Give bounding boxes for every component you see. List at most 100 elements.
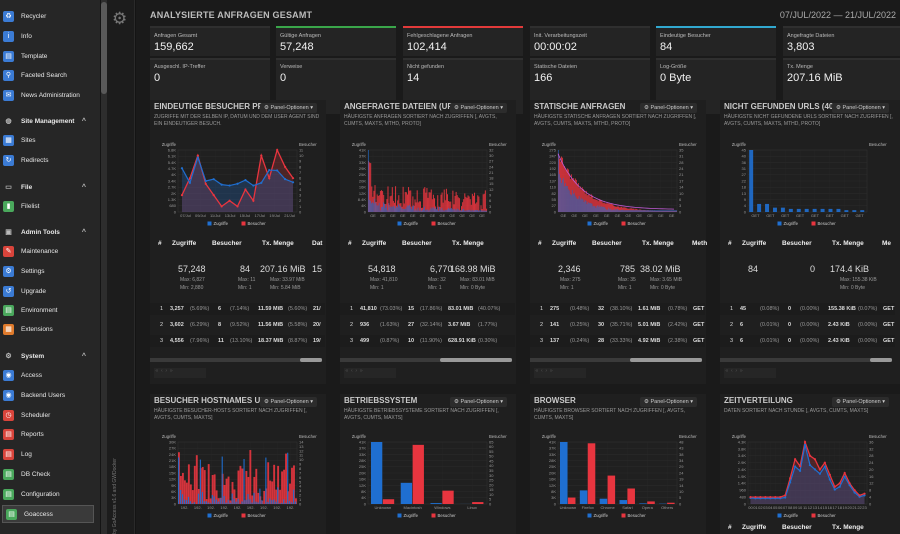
table-horizontal-scrollbar[interactable] [530,358,702,362]
table-horizontal-scrollbar[interactable] [720,358,892,362]
column-header[interactable]: Tx. Menge [452,240,484,247]
sidebar-item-access[interactable]: ◉ Access [0,366,96,384]
table-row[interactable]: 1 275 (0.48%) 32 (38.10%) 1.61 MiB (0.78%) GET [530,303,705,315]
table-row[interactable]: 2 6 (0.01%) 0 (0.00%) 2.43 KiB (0.00%) GET [720,319,895,331]
sidebar-item-maintenance[interactable]: ✎ Maintenance [0,242,96,260]
sidebar-item-log[interactable]: ▤ Log [0,445,96,463]
panel-options-button[interactable]: ⚙ Panel-Optionen ▾ [450,103,507,113]
table-row[interactable]: 3 6 (0.01%) 0 (0.00%) 2.43 KiB (0.00%) GET [720,335,895,347]
sidebar-item-system[interactable]: ⚙ System ^ [0,347,96,365]
column-header[interactable]: Zugriffe [172,240,197,247]
chevron-up-icon[interactable]: ^ [81,183,86,191]
sidebar-item-filelist[interactable]: ▮ Filelist [0,197,96,215]
table-row[interactable]: 1 45 (0.08%) 0 (0.00%) 155.38 KiB (0.07%) GET [720,303,895,315]
column-header[interactable]: Tx. Menge [642,240,674,247]
sidebar-item-site-management[interactable]: ◍ Site Management ^ [0,112,96,130]
column-header[interactable]: # [348,240,352,247]
panel-description: HÄUFIGSTE BETRIEBSSYSTEME SORTIERT NACH … [344,408,499,421]
sidebar-item-reports[interactable]: ▤ Reports [0,425,96,443]
table-scroll-thumb[interactable] [630,358,702,362]
sidebar-item-configuration[interactable]: ▤ Configuration [0,485,96,503]
column-header[interactable]: Meth [692,240,708,247]
sidebar-item-file[interactable]: ▭ File ^ [0,178,96,196]
sidebar-item-template[interactable]: ▤ Template [0,47,96,65]
table-pager[interactable]: « ‹ › » [154,368,206,378]
panel-options-button[interactable]: ⚙ Panel-Optionen ▾ [832,103,889,113]
table-pager[interactable]: « ‹ › » [534,368,586,378]
table-scroll-thumb[interactable] [300,358,322,362]
y-tick-label: 247 [549,154,556,159]
column-header[interactable]: Tx. Menge [832,240,864,247]
column-header[interactable]: Tx. Menge [262,240,294,247]
sidebar-item-upgrade[interactable]: ↺ Upgrade [0,282,96,300]
visitors-bar [647,501,655,504]
sidebar-item-environment[interactable]: ▤ Environment [0,301,96,319]
table-row[interactable]: 3 499 (0.87%) 10 (11.90%) 628.91 KiB (0.30%) [340,335,515,347]
sidebar-item-extensions[interactable]: ▦ Extensions [0,320,96,338]
column-header[interactable]: Besucher [782,240,812,247]
table-row[interactable]: 2 3,602 (6.29%) 8 (9.52%) 11.56 MiB (5.58%) 20/ [150,319,325,331]
chevron-up-icon[interactable]: ^ [81,228,86,236]
x-tick-label: GE [380,213,386,218]
visitors-point [188,177,191,180]
date-range[interactable]: 07/JUL/2022 — 21/JUL/2022 [779,10,896,20]
table-scroll-thumb[interactable] [440,358,512,362]
column-header[interactable]: # [158,240,162,247]
table-row[interactable]: 2 936 (1.63%) 27 (32.14%) 3.67 MiB (1.77%) [340,319,515,331]
gear-icon[interactable]: ⚙ [112,9,128,28]
column-header[interactable]: Zugriffe [742,240,767,247]
panel-options-button[interactable]: ⚙ Panel-Optionen ▾ [640,103,697,113]
column-header[interactable]: Besucher [212,240,242,247]
sidebar-item-goaccess[interactable]: ▤ Goaccess [2,505,94,523]
hits-bar [389,207,391,212]
sidebar-item-redirects[interactable]: ↻ Redirects [0,151,96,169]
table-row[interactable]: 3 137 (0.24%) 28 (33.33%) 4.92 MiB (2.38%) GET [530,335,705,347]
sidebar-item-settings[interactable]: ⚙ Settings [0,262,96,280]
column-header[interactable]: Besucher [402,240,432,247]
column-header[interactable]: # [728,524,732,531]
panel-options-button[interactable]: ⚙ Panel-Optionen ▾ [260,103,317,113]
panel-options-button[interactable]: ⚙ Panel-Optionen ▾ [260,397,317,407]
hits-bar [584,200,586,212]
column-header[interactable]: Besucher [592,240,622,247]
table-row[interactable]: 3 4,556 (7.96%) 11 (13.10%) 18.37 MiB (8.87%) 1… [150,335,325,347]
sidebar-item-recycler[interactable]: ♻ Recycler [0,7,96,25]
visitors-bar [441,192,443,212]
sidebar-scrollbar[interactable] [101,0,107,534]
sidebar-item-admin-tools[interactable]: ▣ Admin Tools ^ [0,223,96,241]
column-header[interactable]: # [728,240,732,247]
panel-options-button[interactable]: ⚙ Panel-Optionen ▾ [640,397,697,407]
x-tick-label: Safari [622,505,633,510]
table-pager[interactable]: « ‹ › » [724,368,776,378]
table-horizontal-scrollbar[interactable] [150,358,322,362]
column-header[interactable]: Zugriffe [742,524,767,531]
column-header[interactable]: # [538,240,542,247]
chevron-up-icon[interactable]: ^ [81,352,86,360]
sidebar-item-db-check[interactable]: ▤ DB Check [0,465,96,483]
table-horizontal-scrollbar[interactable] [340,358,512,362]
column-header[interactable]: Me [882,240,892,247]
column-header[interactable]: Zugriffe [552,240,577,247]
column-header[interactable]: Dat [312,240,323,247]
table-row[interactable]: 1 41,810 (73.03%) 15 (17.86%) 83.01 MiB (40.07… [340,303,515,315]
column-header[interactable]: Tx. Menge [832,524,864,531]
sidebar-scroll-thumb[interactable] [101,2,107,94]
visitors-bar [618,206,620,212]
info-icon: i [3,30,14,42]
sidebar-item-faceted-search[interactable]: ⚲ Faceted Search [0,66,96,84]
sidebar-item-news-administration[interactable]: ✉ News Administration [0,86,96,104]
sidebar-item-info[interactable]: i Info [0,27,96,45]
panel-options-button[interactable]: ⚙ Panel-Optionen ▾ [450,397,507,407]
table-row[interactable]: 2 141 (0.25%) 30 (35.71%) 5.01 MiB (2.42%) GET [530,319,705,331]
sidebar-item-scheduler[interactable]: ◷ Scheduler [0,406,96,424]
column-header[interactable]: Zugriffe [362,240,387,247]
chevron-up-icon[interactable]: ^ [81,117,86,125]
table-row[interactable]: 1 3,257 (5.69%) 6 (7.14%) 11.59 MiB (5.60%) 21/ [150,303,325,315]
table-pager[interactable]: « ‹ › » [344,368,396,378]
table-scroll-thumb[interactable] [870,358,892,362]
panel-options-button[interactable]: ⚙ Panel-Optionen ▾ [832,397,889,407]
column-header[interactable]: Besucher [782,524,812,531]
sidebar-item-sites[interactable]: ▦ Sites [0,131,96,149]
y2-tick-label: 15 [489,487,494,492]
sidebar-item-backend-users[interactable]: ◉ Backend Users [0,386,96,404]
